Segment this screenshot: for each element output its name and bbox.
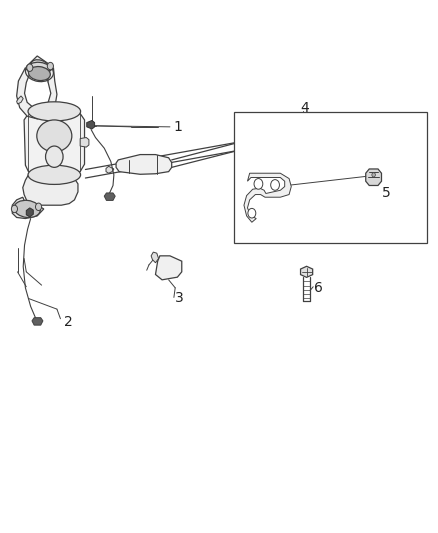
- Ellipse shape: [31, 60, 49, 74]
- Text: 5: 5: [382, 186, 391, 200]
- Text: 4: 4: [300, 101, 309, 115]
- Bar: [234, 112, 427, 243]
- Polygon shape: [300, 266, 313, 277]
- Text: 6: 6: [314, 281, 323, 295]
- Circle shape: [47, 62, 53, 70]
- Circle shape: [46, 146, 63, 167]
- Polygon shape: [151, 252, 159, 263]
- Polygon shape: [80, 138, 89, 147]
- Circle shape: [27, 64, 33, 71]
- Circle shape: [372, 173, 375, 177]
- Polygon shape: [239, 138, 251, 154]
- Ellipse shape: [37, 120, 72, 152]
- Polygon shape: [155, 256, 182, 280]
- Ellipse shape: [239, 133, 250, 157]
- Polygon shape: [116, 155, 172, 174]
- Polygon shape: [104, 193, 115, 200]
- Ellipse shape: [28, 165, 81, 184]
- Polygon shape: [244, 173, 291, 222]
- Polygon shape: [26, 56, 53, 77]
- Polygon shape: [87, 120, 95, 129]
- Ellipse shape: [28, 102, 81, 121]
- Text: 2: 2: [64, 316, 72, 329]
- Ellipse shape: [28, 67, 50, 80]
- Polygon shape: [24, 111, 85, 175]
- Text: 3: 3: [175, 292, 184, 305]
- Polygon shape: [12, 197, 44, 219]
- Polygon shape: [17, 68, 57, 119]
- Polygon shape: [26, 208, 33, 217]
- Polygon shape: [32, 318, 43, 325]
- Ellipse shape: [14, 200, 40, 217]
- Polygon shape: [366, 169, 381, 185]
- Circle shape: [35, 203, 42, 211]
- Polygon shape: [17, 96, 23, 104]
- Circle shape: [271, 180, 279, 190]
- Circle shape: [11, 205, 18, 213]
- Polygon shape: [23, 175, 78, 205]
- Circle shape: [254, 179, 263, 189]
- Circle shape: [248, 208, 256, 218]
- Text: 1: 1: [173, 120, 182, 134]
- Polygon shape: [106, 166, 114, 173]
